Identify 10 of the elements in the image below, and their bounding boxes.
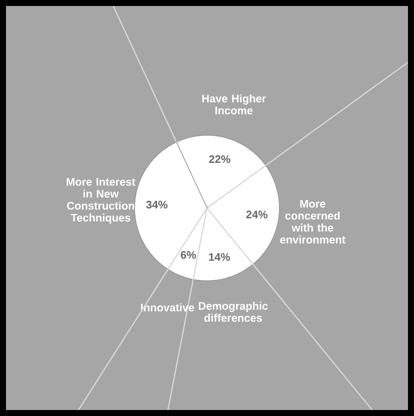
data-label: 34% <box>146 200 168 209</box>
slice-label: Demographic differences <box>198 302 268 322</box>
slice-label: Have Higher Income <box>202 94 266 114</box>
data-label: 6% <box>180 251 196 259</box>
data-label: 22% <box>209 155 230 163</box>
data-label: 24% <box>246 210 268 218</box>
slice-label: More concerned with the environment <box>280 200 346 244</box>
data-label: 14% <box>209 253 230 261</box>
slice-label: Innovative <box>141 303 194 312</box>
slice-label: More Interest in New Construction Techniques <box>66 178 136 224</box>
